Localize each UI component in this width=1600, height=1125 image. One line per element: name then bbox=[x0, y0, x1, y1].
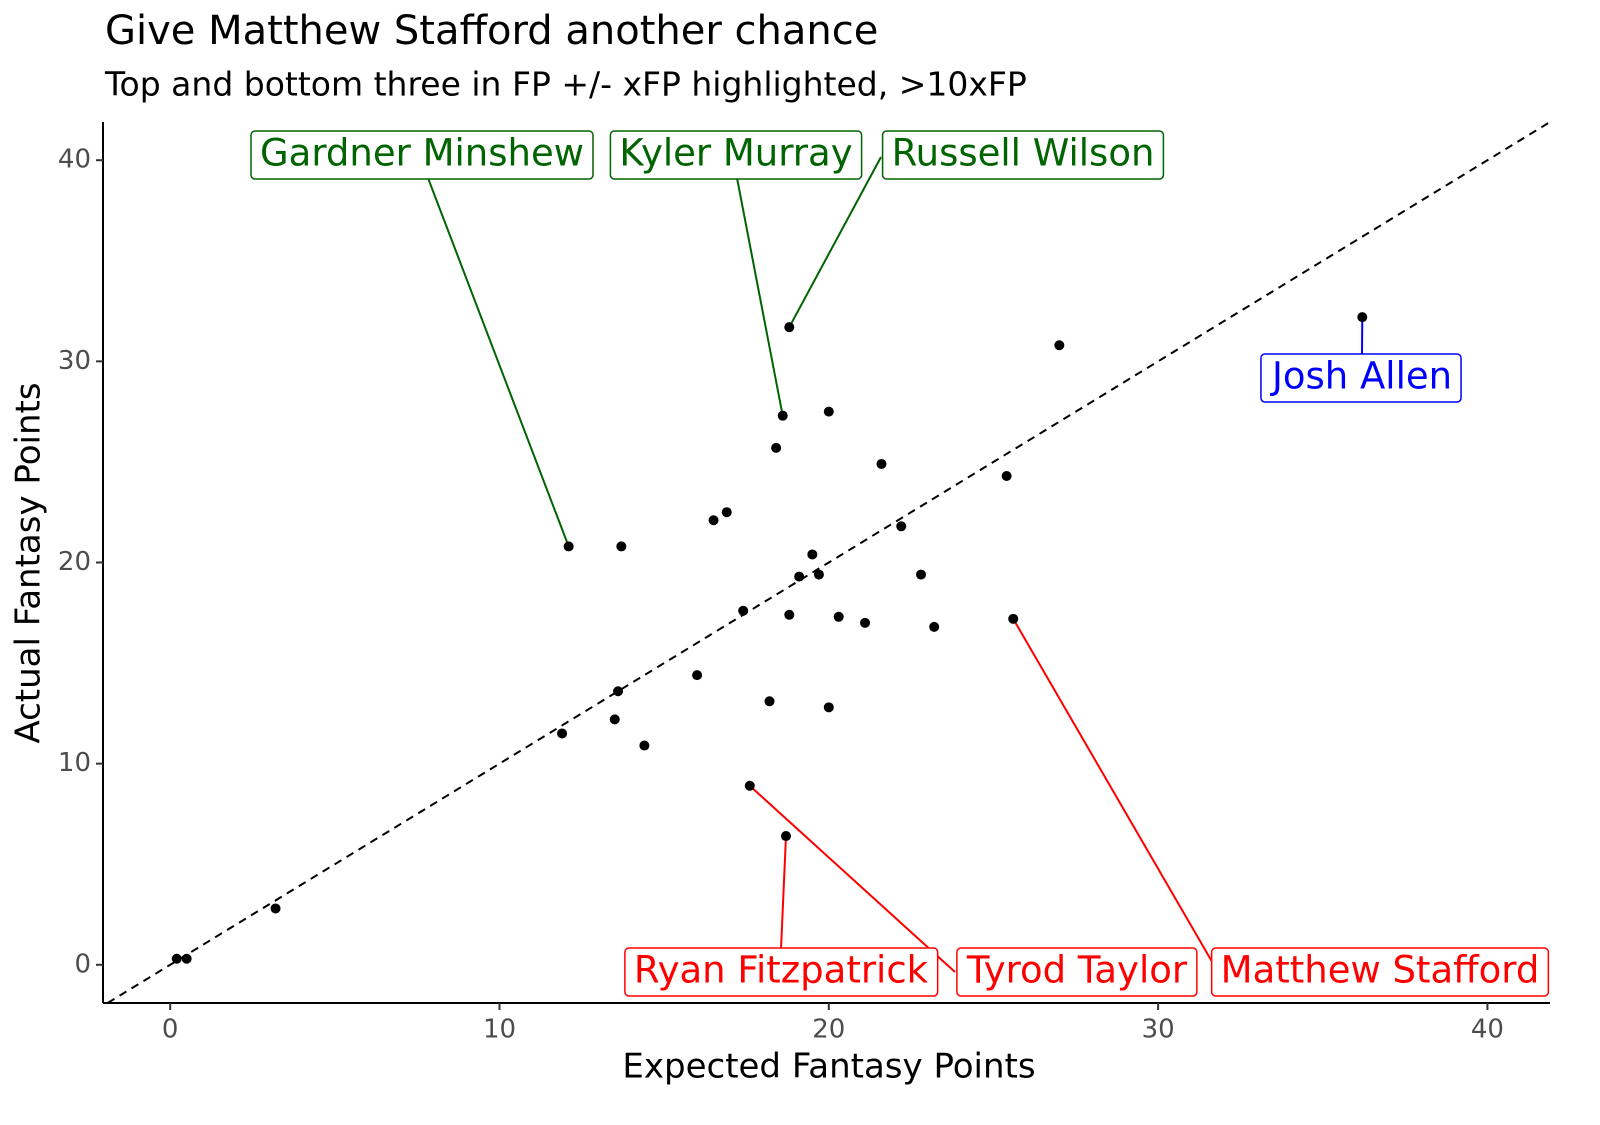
annotation: Tyrod Taylor bbox=[956, 947, 1198, 997]
point bbox=[764, 696, 775, 707]
chart-title: Give Matthew Stafford another chance bbox=[105, 8, 878, 54]
label-box bbox=[881, 130, 1165, 180]
annotation-label: Josh Allen bbox=[1270, 355, 1452, 398]
point bbox=[563, 541, 574, 552]
leader-line bbox=[788, 156, 882, 328]
y-tick-label: 20 bbox=[58, 547, 91, 577]
point bbox=[708, 515, 719, 526]
point bbox=[171, 953, 182, 964]
y-tick-label: 0 bbox=[74, 949, 91, 979]
leader-line bbox=[736, 177, 784, 416]
label-box bbox=[956, 947, 1198, 997]
point bbox=[692, 670, 703, 681]
label-box bbox=[1260, 353, 1462, 403]
y-tick-label: 30 bbox=[58, 346, 91, 376]
point bbox=[777, 410, 788, 421]
leader-line bbox=[749, 785, 956, 973]
point bbox=[784, 322, 795, 333]
point bbox=[807, 549, 818, 560]
identity-line bbox=[107, 121, 1551, 1004]
point bbox=[721, 507, 732, 518]
annotation: Gardner Minshew bbox=[250, 130, 594, 180]
point bbox=[744, 780, 755, 791]
point bbox=[1008, 613, 1019, 624]
x-tick-label: 10 bbox=[483, 1015, 516, 1045]
label-box bbox=[609, 130, 863, 180]
x-tick-label: 20 bbox=[812, 1015, 845, 1045]
annotation: Ryan Fitzpatrick bbox=[624, 947, 939, 997]
point bbox=[823, 702, 834, 713]
point bbox=[181, 953, 192, 964]
annotation-label: Gardner Minshew bbox=[260, 132, 584, 175]
annotation: Kyler Murray bbox=[609, 130, 863, 180]
x-tick-label: 30 bbox=[1142, 1015, 1175, 1045]
point bbox=[1357, 312, 1368, 323]
point bbox=[929, 621, 940, 632]
point bbox=[833, 611, 844, 622]
point bbox=[794, 571, 805, 582]
annotation-label: Russell Wilson bbox=[892, 132, 1155, 175]
annotation-label: Tyrod Taylor bbox=[966, 949, 1188, 992]
point bbox=[557, 728, 568, 739]
annotation-label: Ryan Fitzpatrick bbox=[634, 949, 929, 992]
annotation-label: Kyler Murray bbox=[619, 132, 852, 175]
point bbox=[738, 605, 749, 616]
x-tick-label: 0 bbox=[162, 1015, 179, 1045]
annotation-label: Matthew Stafford bbox=[1221, 949, 1540, 992]
point bbox=[771, 442, 782, 453]
y-tick-label: 10 bbox=[58, 748, 91, 778]
annotation: Russell Wilson bbox=[881, 130, 1165, 180]
point bbox=[270, 903, 281, 914]
point bbox=[780, 831, 791, 842]
leader-line bbox=[780, 836, 787, 950]
point bbox=[860, 617, 871, 628]
chart-subtitle: Top and bottom three in FP +/- xFP highl… bbox=[104, 65, 1027, 104]
point bbox=[784, 609, 795, 620]
leader-line bbox=[1012, 618, 1219, 973]
y-tick-label: 40 bbox=[58, 145, 91, 175]
point bbox=[823, 406, 834, 417]
point bbox=[613, 686, 624, 697]
y-axis-label: Actual Fantasy Points bbox=[9, 382, 49, 743]
x-tick-label: 40 bbox=[1471, 1015, 1504, 1045]
label-box bbox=[250, 130, 594, 180]
point bbox=[813, 569, 824, 580]
annotation: Josh Allen bbox=[1260, 353, 1462, 403]
label-box bbox=[1210, 947, 1550, 997]
point bbox=[896, 521, 907, 532]
point bbox=[1054, 340, 1065, 351]
point bbox=[609, 714, 620, 725]
annotation: Matthew Stafford bbox=[1210, 947, 1550, 997]
point bbox=[916, 569, 927, 580]
label-box bbox=[624, 947, 939, 997]
point bbox=[876, 458, 887, 469]
x-axis-label: Expected Fantasy Points bbox=[622, 1047, 1035, 1087]
point bbox=[1001, 471, 1012, 482]
point bbox=[639, 740, 650, 751]
leader-line bbox=[427, 177, 570, 547]
point bbox=[616, 541, 627, 552]
